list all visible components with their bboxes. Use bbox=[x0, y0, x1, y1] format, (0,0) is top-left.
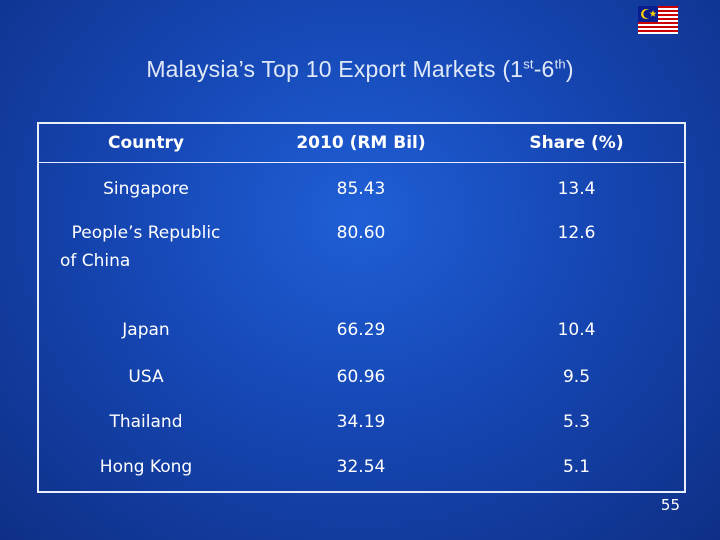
cell-value: 60.96 bbox=[336, 367, 386, 387]
title-main-text: Malaysia’s Top 10 Export Markets (1 bbox=[146, 56, 524, 82]
cell-share: 10.4 bbox=[557, 320, 596, 340]
cell-value: 32.54 bbox=[336, 457, 386, 477]
header-share: Share (%) bbox=[529, 133, 624, 153]
title-end-text: ) bbox=[565, 56, 574, 82]
cell-country: Hong Kong bbox=[99, 457, 193, 477]
cell-country: People’s Republic of China bbox=[39, 219, 253, 275]
header-country: Country bbox=[108, 133, 184, 153]
cell-share: 5.3 bbox=[562, 412, 591, 432]
cell-country: Japan bbox=[122, 320, 170, 340]
cell-country-line1: People’s Republic bbox=[71, 223, 221, 243]
header-divider bbox=[39, 162, 684, 163]
cell-country: Thailand bbox=[109, 412, 183, 432]
cell-value: 80.60 bbox=[336, 223, 386, 243]
cell-share: 5.1 bbox=[562, 457, 591, 477]
cell-country: USA bbox=[128, 367, 164, 387]
title-mid-text: -6 bbox=[533, 56, 555, 82]
cell-value: 34.19 bbox=[336, 412, 386, 432]
page-number: 55 bbox=[660, 496, 680, 514]
cell-share: 12.6 bbox=[557, 223, 596, 243]
cell-value: 66.29 bbox=[336, 320, 386, 340]
title-superscript-st: st bbox=[523, 56, 534, 72]
cell-share: 9.5 bbox=[562, 367, 591, 387]
cell-value: 85.43 bbox=[336, 179, 386, 199]
cell-country: Singapore bbox=[103, 179, 189, 199]
slide-title: Malaysia’s Top 10 Export Markets (1st-6t… bbox=[0, 56, 720, 83]
title-superscript-th: th bbox=[554, 56, 566, 72]
malaysia-flag-icon bbox=[638, 6, 678, 34]
export-markets-table: Country 2010 (RM Bil) Share (%) Singapor… bbox=[37, 122, 686, 493]
cell-share: 13.4 bbox=[557, 179, 596, 199]
header-value: 2010 (RM Bil) bbox=[296, 133, 426, 153]
cell-country-line2: of China bbox=[60, 251, 131, 271]
